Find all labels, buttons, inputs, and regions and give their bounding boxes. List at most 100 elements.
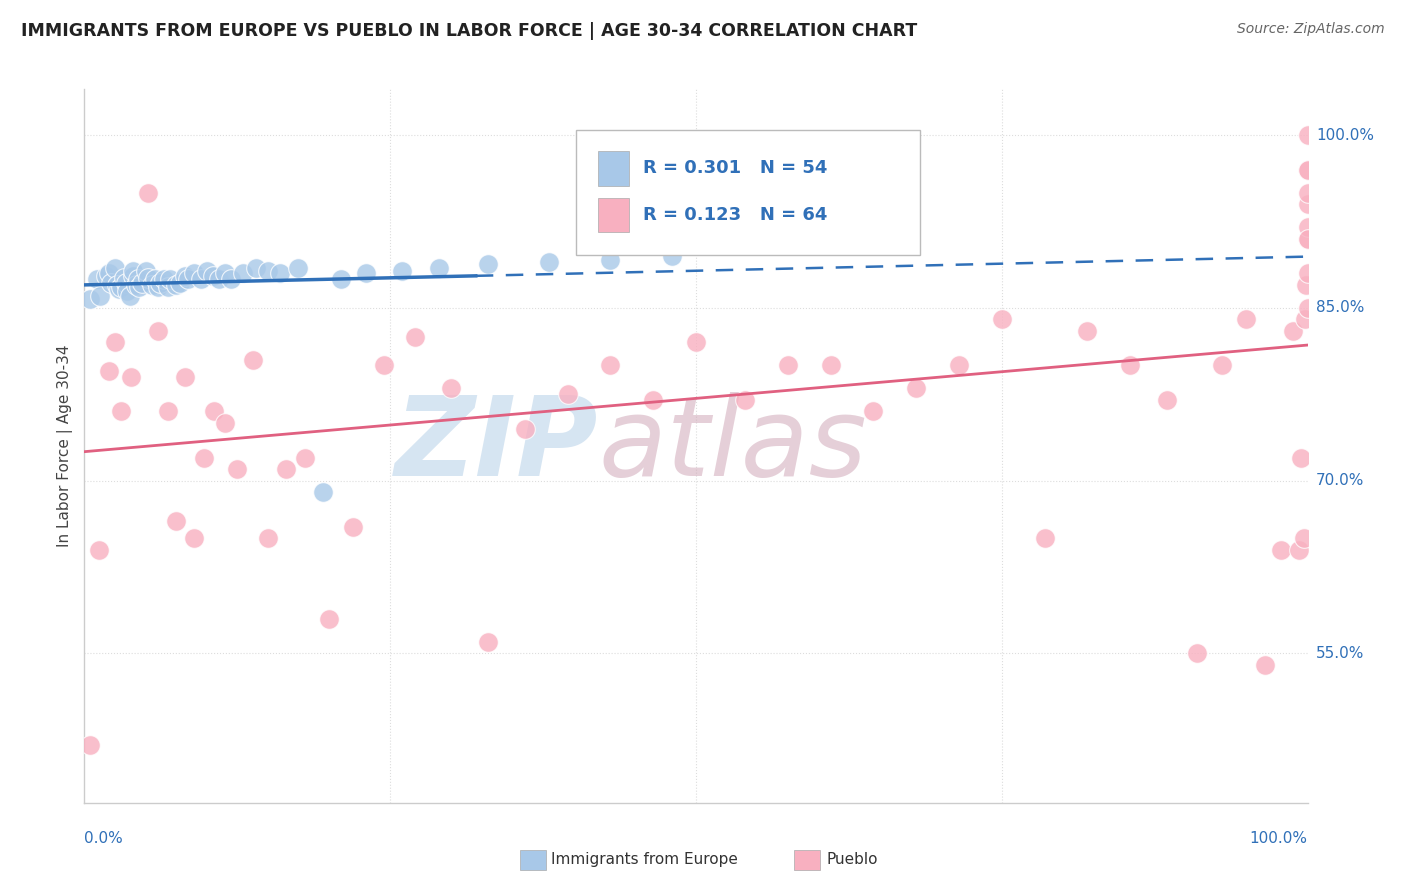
Point	[149, 276, 172, 290]
Point	[1187, 646, 1209, 660]
Point	[643, 392, 665, 407]
Point	[242, 352, 264, 367]
Point	[97, 364, 120, 378]
Point	[1296, 301, 1319, 315]
Point	[177, 272, 200, 286]
Point	[122, 264, 145, 278]
Point	[1234, 312, 1257, 326]
Point	[513, 422, 536, 436]
Point	[661, 249, 683, 263]
Point	[1076, 324, 1098, 338]
Text: ZIP: ZIP	[395, 392, 598, 500]
Text: 85.0%: 85.0%	[1316, 301, 1364, 316]
Point	[1296, 232, 1319, 246]
Point	[599, 252, 621, 267]
Point	[112, 271, 135, 285]
Bar	[598, 198, 628, 232]
Point	[1291, 450, 1313, 465]
Point	[141, 277, 163, 292]
Point	[1288, 542, 1310, 557]
Point	[183, 531, 205, 545]
Point	[202, 404, 225, 418]
Point	[318, 612, 340, 626]
Point	[183, 266, 205, 280]
Point	[342, 519, 364, 533]
Point	[115, 284, 138, 298]
Point	[165, 277, 187, 292]
Point	[312, 485, 335, 500]
Point	[354, 266, 377, 280]
Text: R = 0.301   N = 54: R = 0.301 N = 54	[644, 160, 828, 178]
Point	[776, 359, 799, 373]
Text: Source: ZipAtlas.com: Source: ZipAtlas.com	[1237, 22, 1385, 37]
Point	[159, 272, 181, 286]
Point	[245, 260, 267, 275]
Point	[276, 462, 298, 476]
Text: Pueblo: Pueblo	[827, 853, 879, 867]
Point	[257, 264, 280, 278]
Point	[104, 260, 127, 275]
Bar	[598, 152, 628, 186]
Point	[156, 404, 179, 418]
Point	[373, 359, 395, 373]
Point	[685, 335, 707, 350]
Point	[477, 634, 499, 648]
Point	[948, 359, 970, 373]
Point	[257, 531, 280, 545]
Text: R = 0.123   N = 64: R = 0.123 N = 64	[644, 206, 828, 224]
Point	[173, 268, 195, 283]
Point	[115, 276, 138, 290]
Point	[905, 381, 928, 395]
Point	[86, 272, 108, 286]
Point	[1282, 324, 1305, 338]
Text: atlas: atlas	[598, 392, 866, 500]
Point	[862, 404, 884, 418]
Text: 55.0%: 55.0%	[1316, 646, 1364, 661]
Point	[287, 260, 309, 275]
Point	[1296, 186, 1319, 200]
Point	[214, 266, 236, 280]
Point	[990, 312, 1012, 326]
Point	[219, 272, 242, 286]
Point	[1296, 197, 1319, 211]
Point	[557, 387, 579, 401]
Point	[214, 416, 236, 430]
Point	[599, 359, 621, 373]
Point	[1156, 392, 1178, 407]
Point	[104, 335, 127, 350]
Point	[440, 381, 463, 395]
Point	[173, 370, 195, 384]
Point	[136, 271, 159, 285]
Point	[96, 268, 118, 283]
Point	[193, 450, 215, 465]
Point	[1270, 542, 1292, 557]
Point	[1119, 359, 1142, 373]
Point	[110, 280, 132, 294]
Point	[1292, 531, 1315, 545]
Point	[118, 289, 141, 303]
Point	[156, 280, 179, 294]
Point	[1296, 128, 1319, 143]
Point	[89, 289, 111, 303]
Point	[136, 186, 159, 200]
Point	[294, 450, 316, 465]
Point	[1211, 359, 1233, 373]
Point	[1033, 531, 1056, 545]
Point	[1294, 312, 1316, 326]
Point	[820, 359, 842, 373]
Text: 0.0%: 0.0%	[84, 831, 124, 847]
Point	[127, 272, 149, 286]
Point	[107, 283, 129, 297]
Point	[120, 370, 142, 384]
Point	[195, 264, 218, 278]
Point	[146, 280, 169, 294]
Point	[427, 260, 450, 275]
Point	[165, 514, 187, 528]
Point	[122, 268, 145, 283]
Point	[143, 272, 166, 286]
Point	[226, 462, 249, 476]
Point	[128, 277, 150, 292]
Point	[100, 276, 122, 290]
Point	[146, 324, 169, 338]
Point	[391, 264, 413, 278]
